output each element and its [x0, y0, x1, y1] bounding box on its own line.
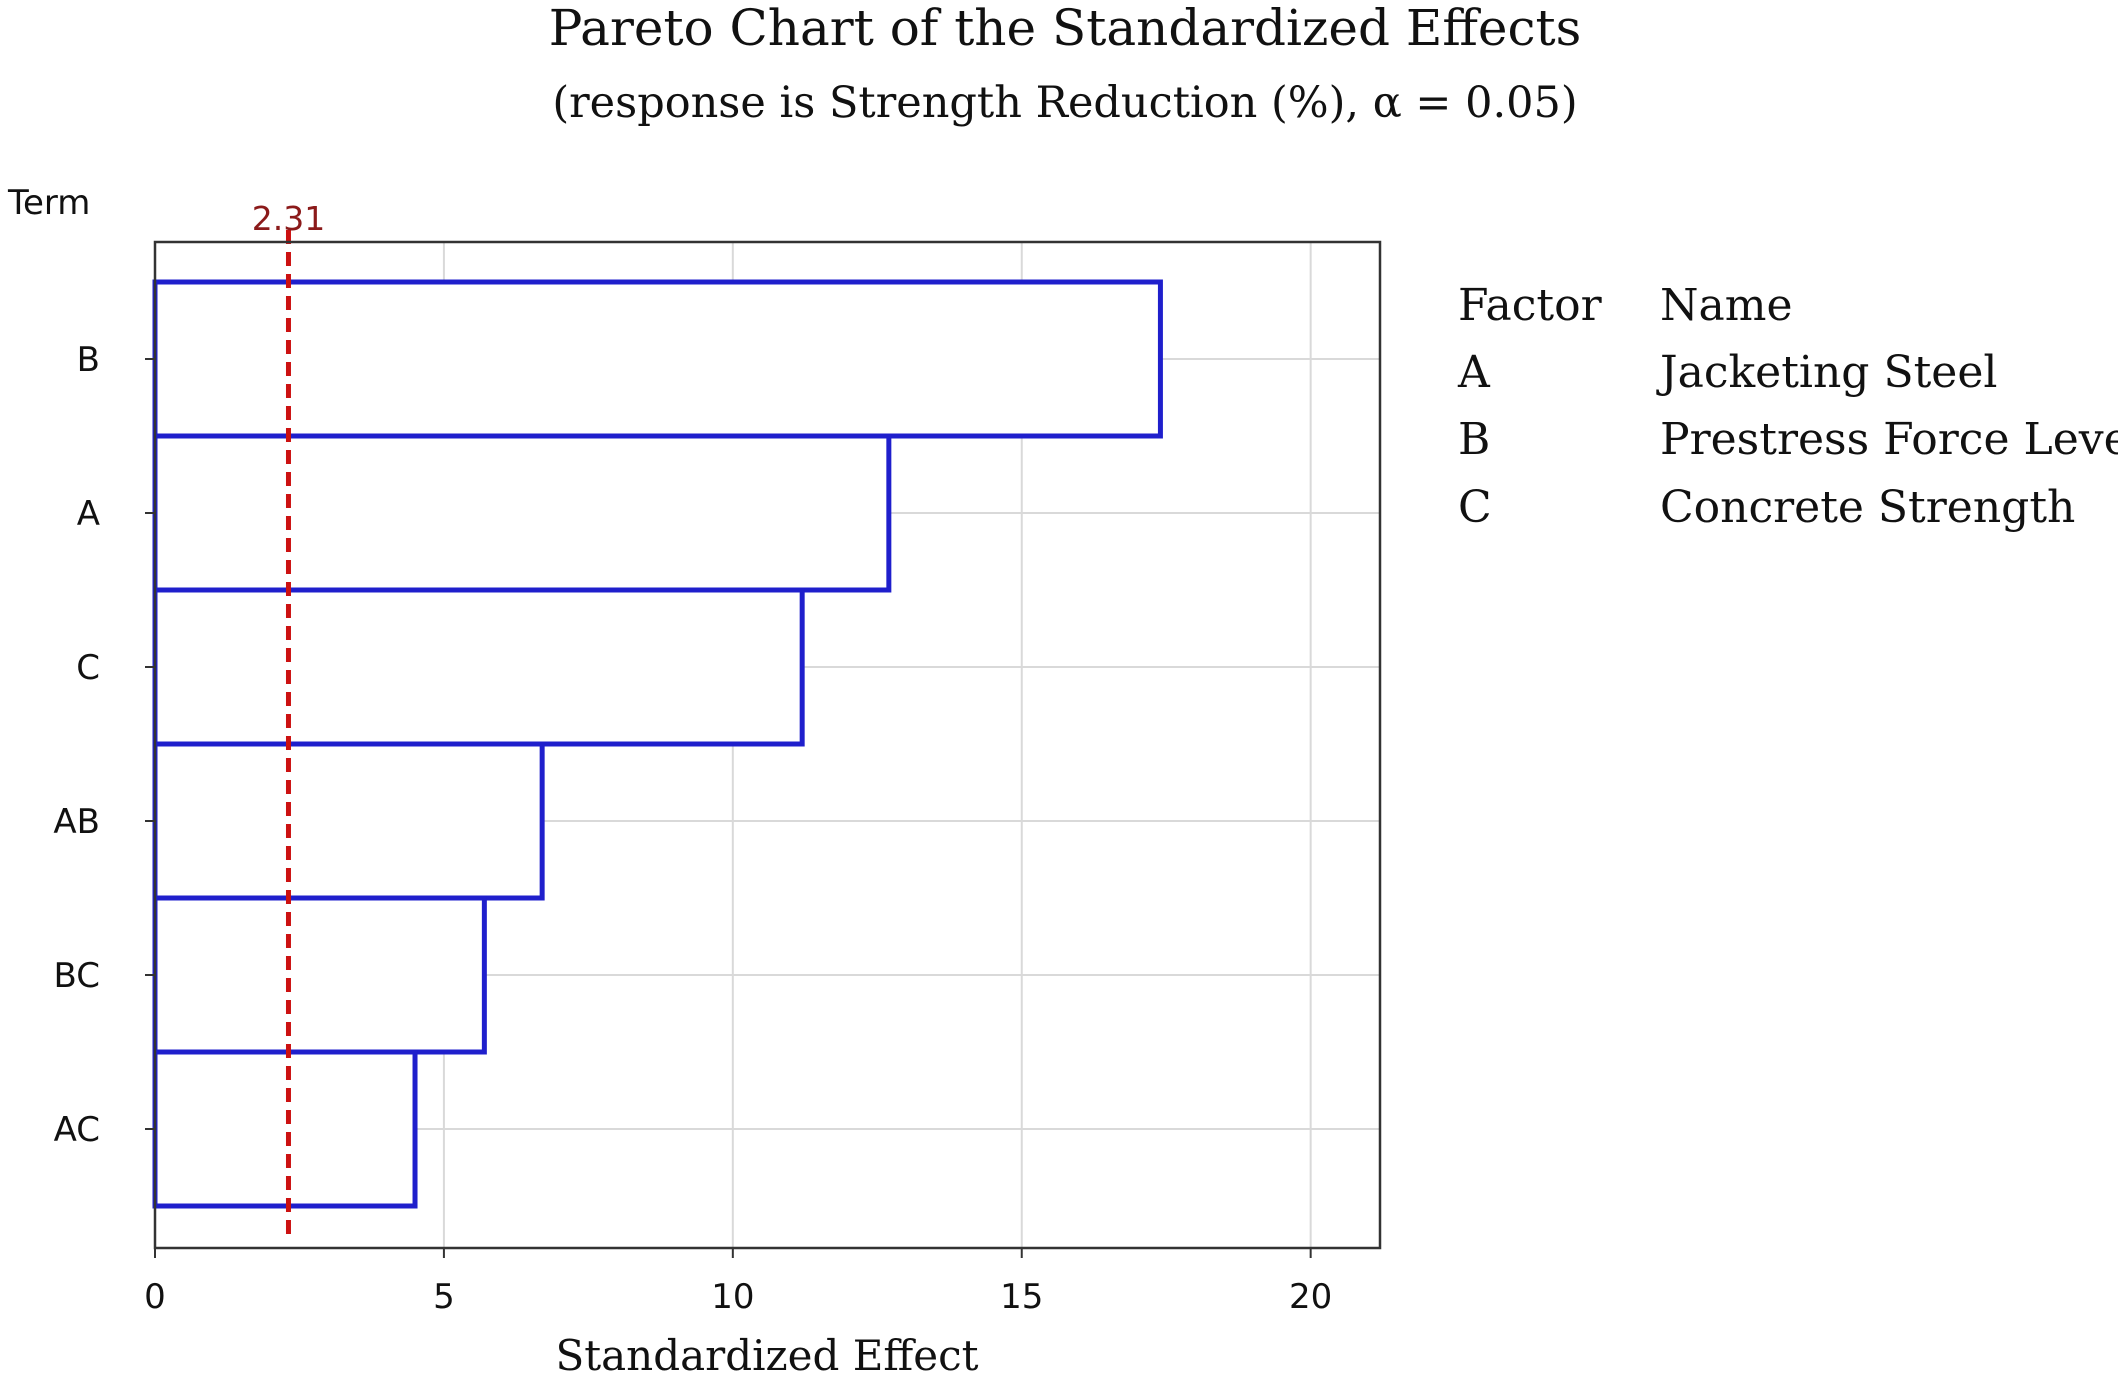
x-tick-label: 20 — [1289, 1277, 1332, 1317]
bar-b — [152, 279, 1163, 439]
y-tick-label: C — [76, 648, 100, 688]
x-tick-label: 10 — [711, 1277, 754, 1317]
y-tick-label: AC — [54, 1110, 100, 1150]
legend-factor-c: C — [1458, 482, 1492, 533]
y-tick-label: B — [77, 340, 100, 380]
legend-factor-b: B — [1458, 414, 1490, 465]
y-tick-label: A — [77, 494, 100, 534]
legend-factor-a: A — [1457, 347, 1491, 398]
legend-header-factor: Factor — [1458, 280, 1603, 331]
chart-title: Pareto Chart of the Standardized Effects — [549, 0, 1582, 57]
y-tick-label: AB — [53, 802, 100, 842]
bar-ab — [152, 741, 545, 901]
bars — [152, 279, 1163, 1209]
legend-name-a: Jacketing Steel — [1656, 347, 1997, 398]
bar-a — [152, 433, 892, 593]
bar-ac — [152, 1049, 418, 1209]
bar-bc — [152, 895, 487, 1055]
y-tick-label: BC — [54, 956, 100, 996]
y-axis-title: Term — [7, 183, 90, 223]
x-tick-label: 15 — [1000, 1277, 1043, 1317]
factor-legend: Factor Name A Jacketing Steel B Prestres… — [1457, 280, 2118, 533]
legend-header-name: Name — [1660, 280, 1793, 331]
plot-frame — [153, 240, 1382, 1250]
reference-line-group: 2.31 — [252, 199, 325, 1240]
legend-name-b: Prestress Force Level — [1660, 414, 2118, 465]
x-tick-label: 5 — [433, 1277, 455, 1317]
x-axis-title: Standardized Effect — [555, 1331, 978, 1379]
reference-line-label: 2.31 — [252, 199, 325, 238]
legend-name-c: Concrete Strength — [1660, 482, 2075, 533]
bar-c — [152, 587, 805, 747]
x-tick-label: 0 — [144, 1277, 166, 1317]
chart-subtitle: (response is Strength Reduction (%), α =… — [552, 78, 1577, 128]
